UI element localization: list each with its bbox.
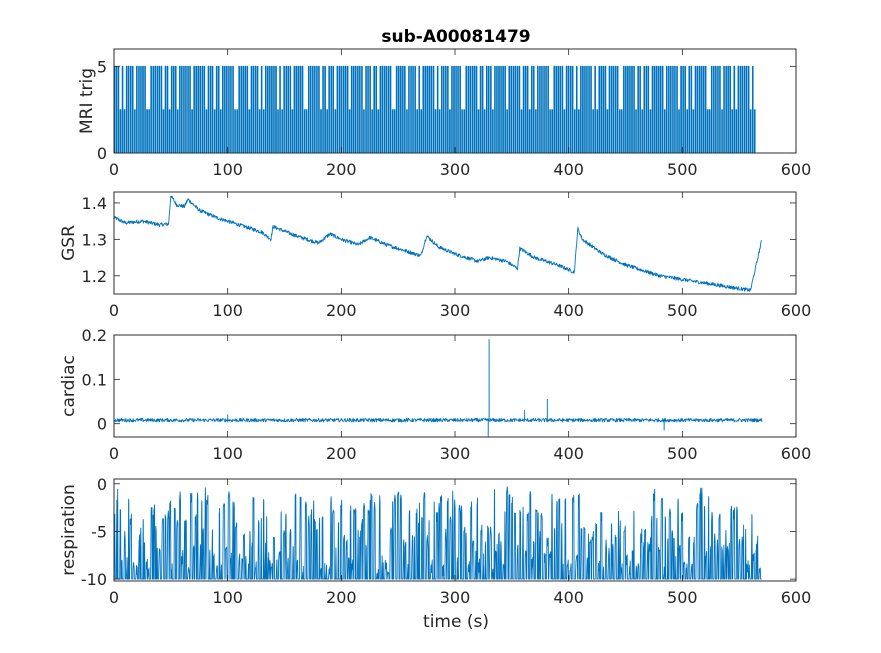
cardiac-series [114, 338, 763, 437]
y-tick-label-respiration: 0 [97, 475, 107, 494]
y-tick-label-cardiac: 0 [97, 415, 107, 434]
y-tick-label-gsr: 1.2 [82, 267, 107, 286]
x-tick-label-respiration: 400 [553, 588, 584, 607]
x-tick-label-respiration: 300 [440, 588, 471, 607]
mri-trig-trace [114, 65, 762, 153]
x-tick-label-gsr: 400 [553, 301, 584, 320]
x-tick-label-cardiac: 600 [781, 444, 812, 463]
axes-border-gsr [113, 191, 797, 295]
x-tick-label-cardiac: 500 [667, 444, 698, 463]
y-tick-label-cardiac: 0.1 [82, 370, 107, 389]
panel-cardiac: 0 100 200 300 400 500 600 0 0.1 0.2 cardiac [59, 326, 811, 463]
y-axis-label-mri-trig: MRI trig [77, 68, 97, 134]
y-tick-label-mri-trig: 0 [97, 144, 107, 163]
x-tick-label-gsr: 100 [212, 301, 243, 320]
x-tick-label-gsr: 600 [781, 301, 812, 320]
panel-mri-trig: 0 100 200 300 400 500 600 0 5 MRI trig [77, 48, 812, 179]
x-tick-label-mri-trig: 600 [781, 160, 812, 179]
panel-respiration: 0 100 200 300 400 500 600 -10 -5 0 respiration [59, 475, 811, 607]
x-tick-label-gsr: 300 [440, 301, 471, 320]
y-axis-label-gsr: GSR [59, 225, 79, 261]
axes-border-cardiac [113, 334, 797, 438]
cardiac-trace [114, 338, 763, 437]
chart-title: sub-A00081479 [381, 27, 530, 47]
y-tick-label-gsr: 1.4 [82, 194, 107, 213]
gsr-series [114, 195, 762, 292]
axes-border-mri-trig [113, 48, 797, 154]
x-tick-label-cardiac: 400 [553, 444, 584, 463]
panel-gsr: 0 100 200 300 400 500 600 1.2 1.3 1.4 GSR [59, 191, 812, 320]
x-tick-label-respiration: 0 [109, 588, 119, 607]
x-tick-label-respiration: 200 [326, 588, 357, 607]
y-axis-label-cardiac: cardiac [59, 355, 79, 417]
plot-area-gsr [113, 191, 797, 295]
respiration-trace [114, 486, 762, 580]
mri-trig-series [114, 65, 762, 153]
x-tick-label-gsr: 0 [109, 301, 119, 320]
respiration-series [114, 486, 762, 580]
x-tick-label-respiration: 600 [781, 588, 812, 607]
y-tick-label-cardiac: 0.2 [82, 326, 107, 345]
y-tick-label-respiration: -5 [91, 522, 107, 541]
axes-border-respiration [113, 478, 797, 582]
x-tick-label-cardiac: 0 [109, 444, 119, 463]
x-tick-label-respiration: 500 [667, 588, 698, 607]
x-tick-label-cardiac: 200 [326, 444, 357, 463]
x-tick-label-gsr: 500 [667, 301, 698, 320]
x-tick-label-mri-trig: 0 [109, 160, 119, 179]
y-tick-label-mri-trig: 5 [97, 57, 107, 76]
x-tick-label-cardiac: 300 [440, 444, 471, 463]
x-tick-label-respiration: 100 [212, 588, 243, 607]
plot-area-cardiac [113, 334, 797, 438]
y-axis-label-respiration: respiration [59, 484, 79, 575]
x-tick-label-mri-trig: 100 [212, 160, 243, 179]
x-axis-label: time (s) [423, 612, 489, 632]
y-tick-label-respiration: -10 [81, 570, 107, 589]
plot-area-mri-trig [113, 48, 797, 154]
x-tick-label-mri-trig: 400 [553, 160, 584, 179]
x-tick-label-mri-trig: 200 [326, 160, 357, 179]
gsr-trace [114, 195, 762, 292]
y-tick-label-gsr: 1.3 [82, 230, 107, 249]
x-tick-label-cardiac: 100 [212, 444, 243, 463]
x-tick-label-mri-trig: 500 [667, 160, 698, 179]
x-tick-label-gsr: 200 [326, 301, 357, 320]
x-tick-label-mri-trig: 300 [440, 160, 471, 179]
